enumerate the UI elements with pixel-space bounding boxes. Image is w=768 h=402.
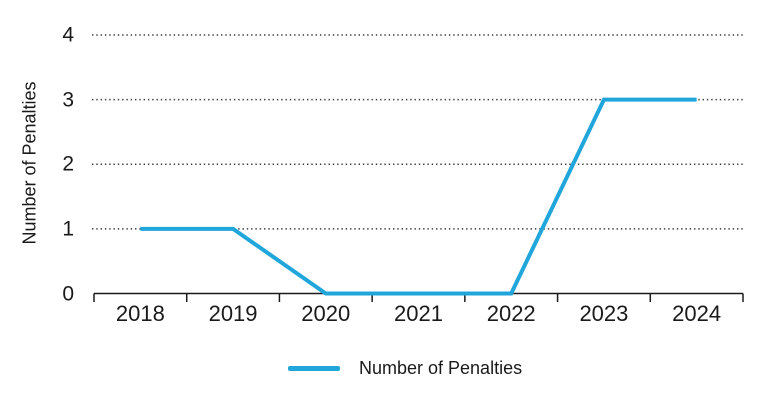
x-tick-label: 2021 (394, 301, 443, 326)
y-tick-label: 4 (62, 23, 74, 47)
x-tick-label: 2018 (115, 301, 165, 326)
y-tick-label: 2 (62, 152, 74, 176)
x-tick-label: 2020 (301, 301, 351, 326)
y-tick-label: 1 (62, 217, 74, 241)
x-tick-label: 2023 (579, 301, 629, 326)
y-tick-label: 3 (62, 88, 74, 112)
x-tick-label: 2024 (672, 301, 722, 326)
legend-label: Number of Penalties (359, 357, 523, 378)
y-tick-label: 0 (62, 282, 74, 305)
legend-line-swatch (288, 365, 340, 371)
x-tick-label: 2019 (208, 301, 258, 326)
x-tick-label: 2022 (486, 301, 536, 326)
legend: Number of Penalties (288, 356, 522, 380)
data-line (140, 97, 697, 296)
